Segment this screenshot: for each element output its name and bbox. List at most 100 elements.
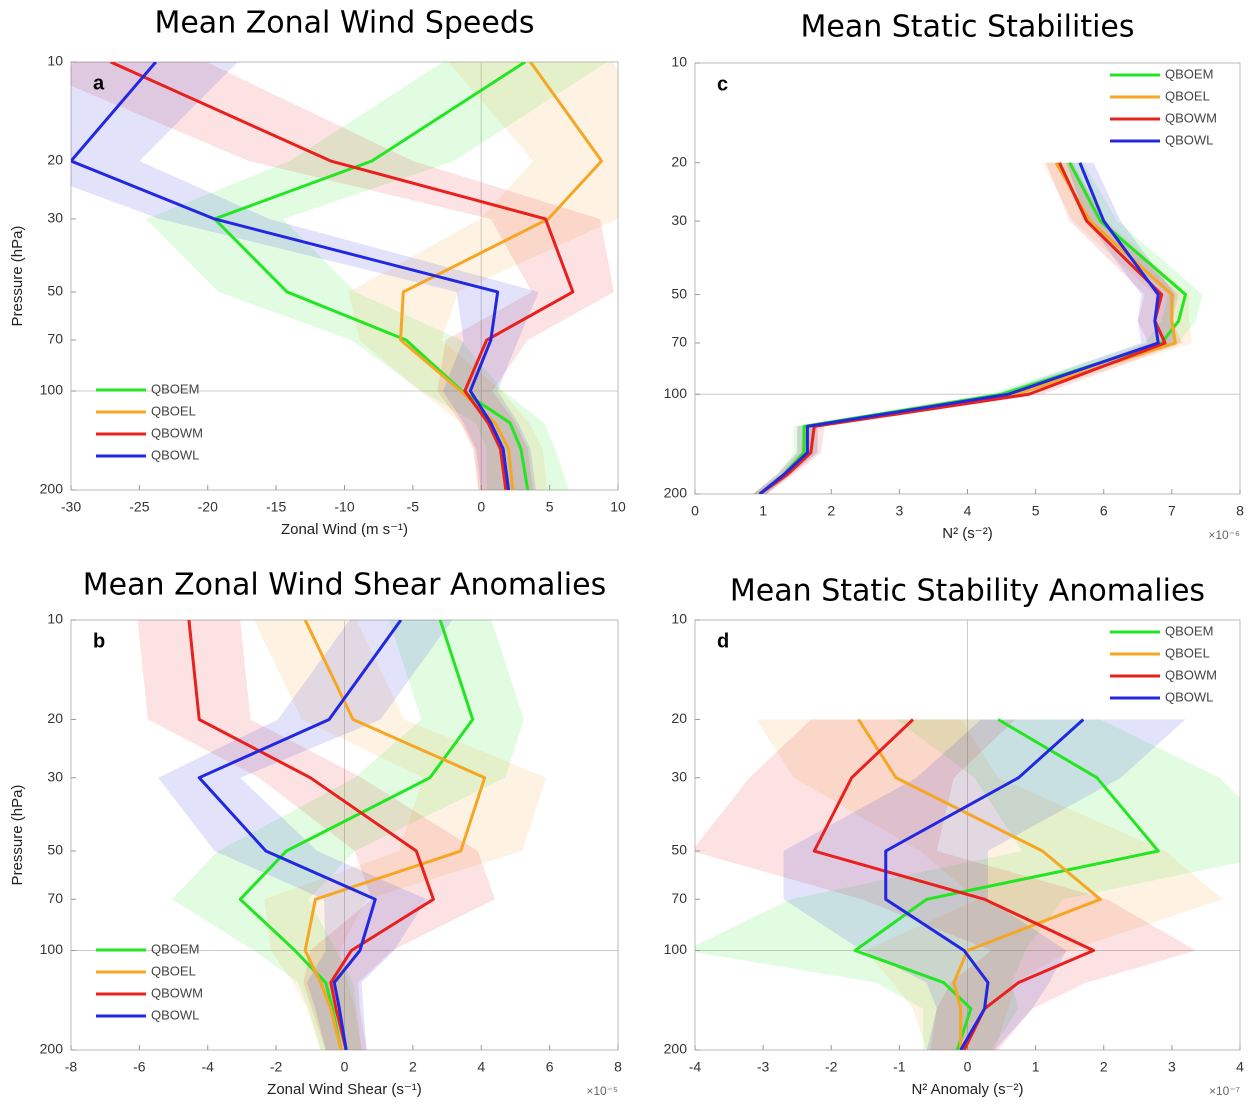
- x-tick-label: 4: [477, 1059, 485, 1075]
- chart-title: Mean Zonal Wind Shear Anomalies: [83, 568, 606, 603]
- x-tick-label: 1: [1032, 1059, 1040, 1075]
- x-tick-label: -30: [61, 499, 81, 515]
- y-tick-label: 30: [671, 768, 687, 784]
- y-tick-label: 200: [664, 485, 688, 501]
- series-line: [812, 718, 1096, 1050]
- y-tick-label: 10: [47, 53, 63, 69]
- x-tick-label: -10: [334, 499, 354, 515]
- x-tick-label: -20: [198, 499, 218, 515]
- legend-label: QBOWL: [1165, 132, 1213, 147]
- y-tick-label: 10: [47, 611, 63, 627]
- y-tick-label: 50: [47, 283, 63, 299]
- panel-letter: d: [717, 630, 729, 652]
- series-layer: [752, 161, 1203, 494]
- uncertainty-band: [137, 620, 495, 1050]
- y-tick-label: 100: [40, 941, 64, 957]
- series-line: [884, 718, 1085, 1050]
- uncertainty-band: [146, 62, 608, 490]
- y-tick-label: 50: [671, 842, 687, 858]
- series-line: [303, 620, 487, 1050]
- x-tick-label: 0: [964, 1059, 972, 1075]
- y-tick-label: 30: [47, 768, 63, 784]
- legend-label: QBOEL: [151, 963, 196, 978]
- axis-multiplier: ×10⁻⁷: [1209, 1084, 1240, 1098]
- uncertainty-band: [71, 62, 614, 490]
- legend-label: QBOWL: [151, 447, 199, 462]
- x-axis-label: N² Anomaly (s⁻²): [911, 1081, 1023, 1098]
- axis-multiplier: ×10⁻⁵: [586, 1084, 618, 1098]
- series-layer: [695, 718, 1240, 1050]
- panel-letter: c: [717, 73, 728, 95]
- x-tick-label: -4: [689, 1059, 702, 1075]
- x-tick-label: -15: [266, 499, 286, 515]
- series-line: [187, 620, 435, 1050]
- x-tick-label: 5: [1032, 503, 1040, 519]
- x-tick-label: -5: [407, 499, 420, 515]
- uncertainty-band: [695, 719, 1196, 1050]
- legend-label: QBOWL: [1165, 689, 1213, 704]
- x-tick-label: 6: [1100, 503, 1108, 519]
- uncertainty-band: [158, 620, 453, 1050]
- chart-title: Mean Static Stabilities: [800, 10, 1134, 45]
- x-tick-label: 7: [1168, 503, 1176, 519]
- x-axis-label: Zonal Wind Shear (s⁻¹): [267, 1081, 422, 1098]
- x-tick-label: 8: [1236, 503, 1244, 519]
- chart-title: Mean Zonal Wind Speeds: [154, 6, 534, 41]
- x-tick-label: -4: [202, 1059, 215, 1075]
- series-line: [110, 62, 575, 490]
- legend-label: QBOEL: [151, 403, 196, 418]
- uncertainty-band: [348, 62, 618, 490]
- chart-title: Mean Static Stability Anomalies: [730, 574, 1205, 609]
- y-tick-label: 70: [671, 334, 687, 350]
- x-tick-label: 8: [614, 1059, 622, 1075]
- legend-label: QBOEM: [151, 381, 199, 396]
- series-layer: [71, 62, 618, 490]
- uncertainty-band: [253, 620, 547, 1050]
- y-tick-label: 10: [671, 611, 687, 627]
- legend-label: QBOEM: [1165, 66, 1213, 81]
- y-tick-label: 30: [47, 210, 63, 226]
- x-tick-label: -6: [133, 1059, 146, 1075]
- legend-label: QBOWL: [151, 1007, 199, 1022]
- legend-label: QBOWM: [151, 425, 203, 440]
- series-line: [399, 62, 604, 490]
- x-tick-label: 5: [546, 499, 554, 515]
- legend-label: QBOWM: [1165, 110, 1217, 125]
- legend-label: QBOWM: [1165, 667, 1217, 682]
- legend-label: QBOEM: [1165, 623, 1213, 638]
- y-tick-label: 20: [47, 152, 63, 168]
- y-axis-label: Pressure (hPa): [9, 785, 26, 886]
- x-tick-label: 2: [409, 1059, 417, 1075]
- series-line: [197, 620, 403, 1050]
- x-tick-label: -25: [129, 499, 149, 515]
- x-tick-label: 3: [895, 503, 903, 519]
- y-tick-label: 50: [47, 842, 63, 858]
- x-tick-label: 2: [827, 503, 835, 519]
- x-tick-label: 3: [1168, 1059, 1176, 1075]
- x-tick-label: 2: [1100, 1059, 1108, 1075]
- x-tick-label: -8: [65, 1059, 78, 1075]
- legend-label: QBOEL: [1165, 645, 1210, 660]
- panel-letter: b: [93, 630, 105, 652]
- y-tick-label: 70: [47, 890, 63, 906]
- x-tick-label: 0: [691, 503, 699, 519]
- series-line: [758, 162, 1160, 494]
- y-tick-label: 100: [40, 382, 64, 398]
- legend-label: QBOEM: [151, 941, 199, 956]
- x-axis-label: Zonal Wind (m s⁻¹): [281, 521, 408, 538]
- x-tick-label: -2: [270, 1059, 283, 1075]
- x-tick-label: 1: [759, 503, 767, 519]
- plot-area: [70, 61, 619, 491]
- x-tick-label: -2: [825, 1059, 838, 1075]
- series-line: [853, 718, 1160, 1050]
- y-axis-label: Pressure (hPa): [9, 226, 26, 327]
- x-tick-label: 6: [546, 1059, 554, 1075]
- y-tick-label: 100: [664, 385, 688, 401]
- x-tick-label: 10: [610, 499, 626, 515]
- y-tick-label: 20: [671, 710, 687, 726]
- series-line: [857, 718, 1102, 1050]
- y-tick-label: 10: [671, 54, 687, 70]
- x-axis-label: N² (s⁻²): [942, 525, 992, 542]
- x-tick-label: 0: [477, 499, 485, 515]
